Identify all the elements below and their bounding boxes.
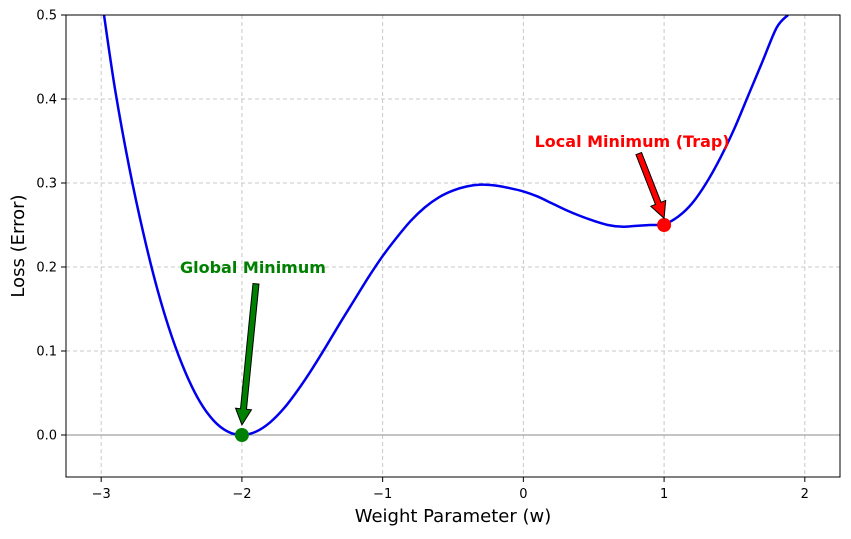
y-tick-label: 0.5 xyxy=(36,9,57,24)
x-tick-label: 0 xyxy=(519,487,527,502)
annotation-label: Local Minimum (Trap) xyxy=(535,132,730,151)
x-tick-label: −1 xyxy=(373,487,392,502)
points-layer xyxy=(234,218,672,442)
annotation-label: Global Minimum xyxy=(180,258,326,277)
y-tick-label: 0.4 xyxy=(36,93,57,108)
series-layer xyxy=(102,15,789,437)
ticks-layer: −3 −2 −1 0 1 2 0.0 0.1 0.2 0.3 0.4 0.5 xyxy=(36,9,809,503)
x-axis-label: Weight Parameter (w) xyxy=(355,506,552,527)
grid xyxy=(66,14,840,477)
annotation-arrow xyxy=(635,151,667,220)
minimum-point xyxy=(657,218,672,232)
x-tick-label: 2 xyxy=(801,487,809,502)
minimum-point xyxy=(234,428,249,442)
y-tick-label: 0.0 xyxy=(36,429,57,444)
y-axis-label: Loss (Error) xyxy=(8,194,29,297)
y-tick-label: 0.1 xyxy=(36,345,57,360)
y-tick-label: 0.3 xyxy=(36,177,57,192)
annotation-arrow xyxy=(234,282,260,427)
x-tick-label: 1 xyxy=(660,487,668,502)
x-tick-label: −3 xyxy=(92,487,111,502)
plot-frame xyxy=(65,14,841,478)
annotations-layer: Global Minimum Local Minimum (Trap) xyxy=(180,132,730,427)
y-tick-label: 0.2 xyxy=(36,261,57,276)
loss-curve-line xyxy=(102,15,789,437)
x-tick-label: −2 xyxy=(232,487,251,502)
